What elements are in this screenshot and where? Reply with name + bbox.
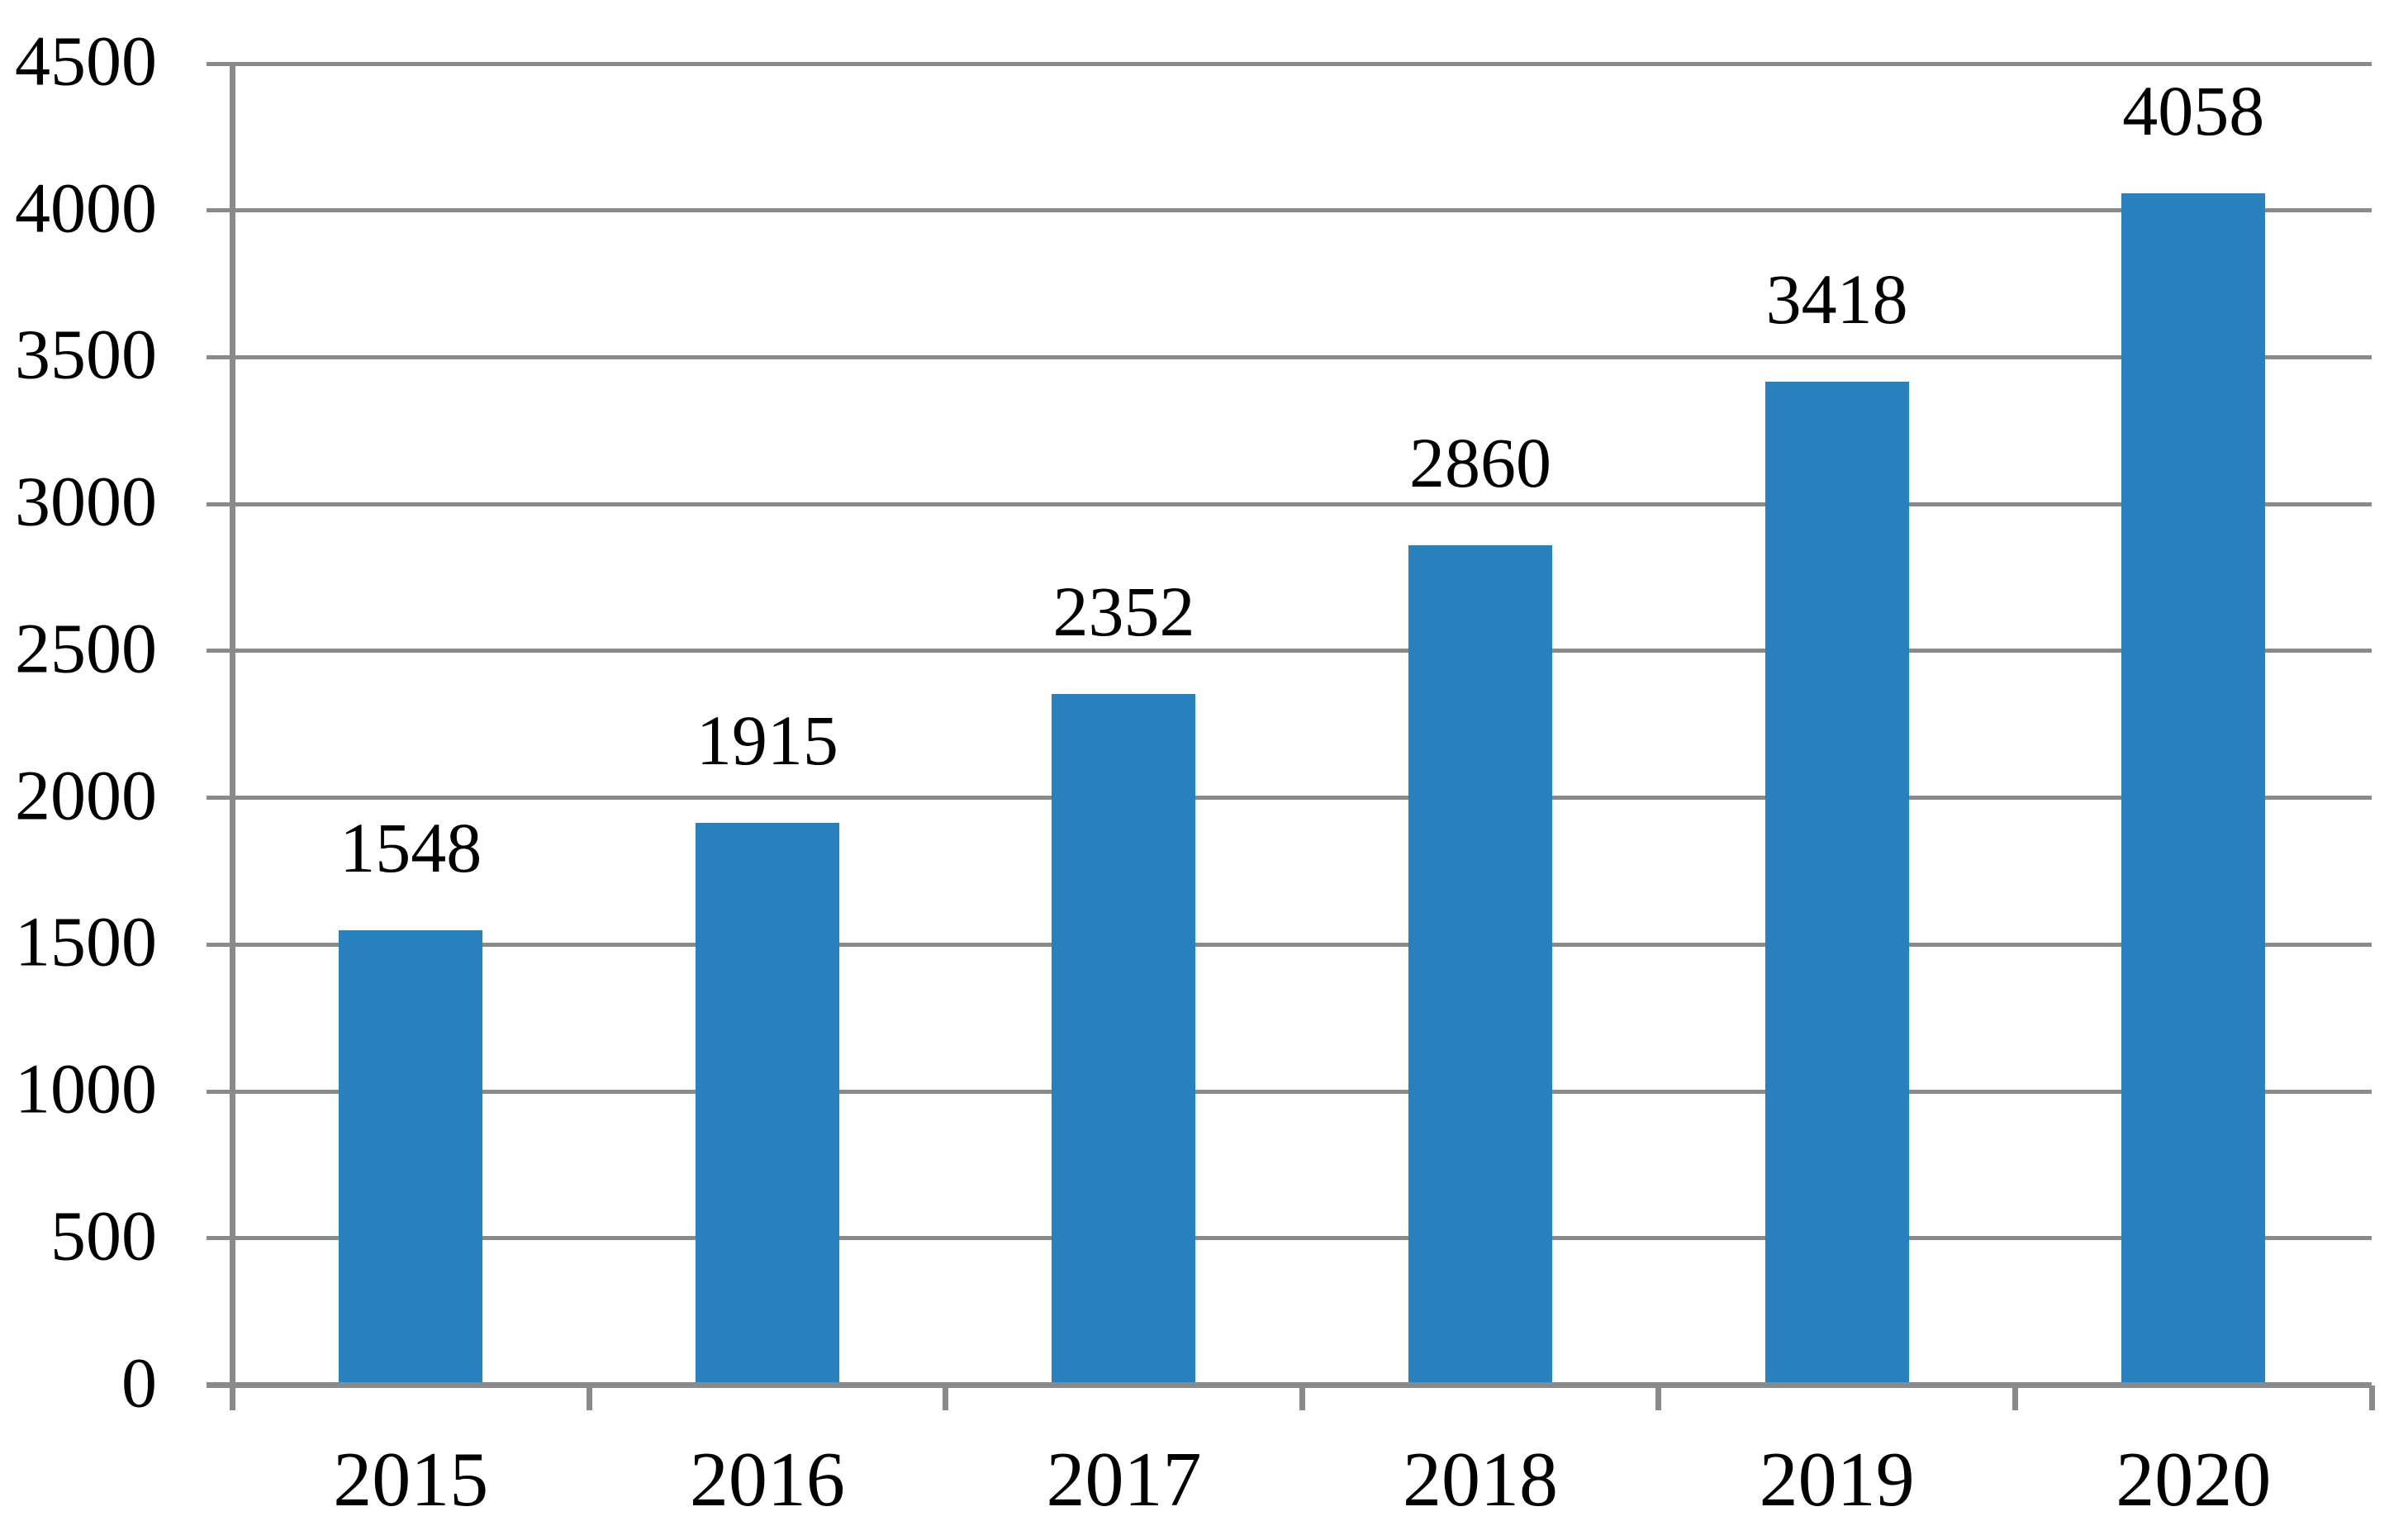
y-gridline	[207, 61, 2372, 66]
data-label: 1915	[696, 700, 838, 780]
bar-2016	[695, 822, 839, 1382]
x-tick-label: 2019	[1759, 1437, 1915, 1523]
y-gridline	[207, 942, 2372, 947]
bar-2019	[1764, 381, 1909, 1382]
y-gridline	[207, 208, 2372, 213]
y-tick-label: 4000	[15, 168, 157, 248]
y-tick-label: 1000	[15, 1048, 157, 1129]
bar-2018	[1408, 544, 1553, 1382]
y-gridline	[207, 354, 2372, 359]
y-axis-line	[230, 64, 235, 1410]
x-axis-tick	[2011, 1385, 2018, 1410]
y-tick-label: 0	[121, 1343, 157, 1423]
data-label: 2352	[1052, 572, 1195, 652]
x-axis-tick	[1299, 1385, 1305, 1410]
y-tick-label: 1500	[15, 901, 157, 982]
x-axis-line	[207, 1382, 2372, 1388]
y-gridline	[207, 649, 2372, 654]
x-axis-tick	[1655, 1385, 1662, 1410]
bar-2015	[339, 930, 483, 1382]
data-label: 3418	[1765, 259, 1908, 339]
y-gridline	[207, 1089, 2372, 1094]
x-axis-tick	[2368, 1385, 2375, 1410]
x-axis-tick	[943, 1385, 949, 1410]
y-gridline	[207, 501, 2372, 506]
y-gridline	[207, 1236, 2372, 1241]
x-tick-label: 2020	[2116, 1437, 2272, 1523]
y-tick-label: 4500	[15, 21, 157, 101]
x-tick-label: 2018	[1403, 1437, 1559, 1523]
y-tick-label: 3500	[15, 314, 157, 394]
data-label: 4058	[2122, 71, 2265, 151]
data-label: 2860	[1409, 422, 1552, 502]
bar-2017	[1052, 694, 1196, 1382]
x-axis-tick	[586, 1385, 592, 1410]
y-tick-label: 500	[50, 1195, 157, 1276]
x-tick-label: 2016	[689, 1437, 845, 1523]
y-gridline	[207, 796, 2372, 801]
data-label: 1548	[340, 808, 482, 888]
y-tick-label: 3000	[15, 461, 157, 541]
x-tick-label: 2017	[1046, 1437, 1202, 1523]
y-tick-label: 2000	[15, 755, 157, 835]
x-tick-label: 2015	[333, 1437, 489, 1523]
y-tick-label: 2500	[15, 608, 157, 688]
bar-2020	[2121, 193, 2266, 1382]
